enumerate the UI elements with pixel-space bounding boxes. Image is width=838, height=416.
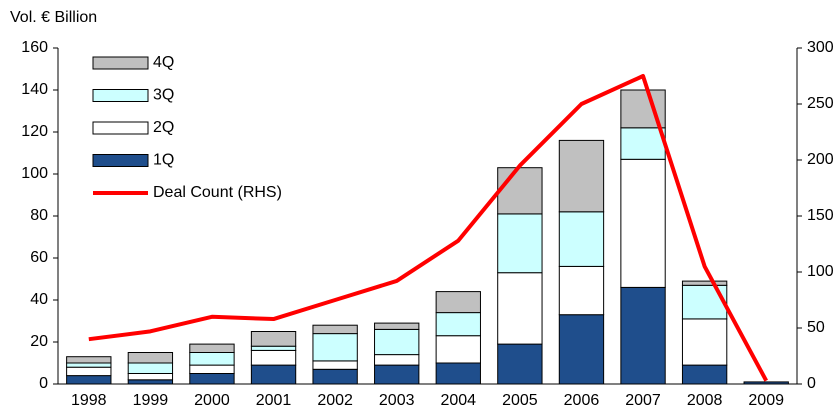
bar-segment (374, 328, 420, 356)
bar-segment (620, 127, 666, 160)
bar-segment (558, 314, 605, 385)
y-tick-label: 120 (21, 123, 48, 140)
x-tick-label: 1998 (71, 392, 107, 409)
y-tick-label: 60 (30, 249, 48, 266)
bar-segment (66, 375, 112, 385)
bar-segment (497, 343, 543, 385)
x-tick-label: 2003 (379, 392, 415, 409)
bar-segment (681, 280, 728, 286)
bar-segment (558, 211, 605, 267)
y-tick-label: 80 (30, 207, 48, 224)
y-tick-label: 0 (39, 375, 48, 392)
bar-segment (127, 373, 174, 381)
y-tick-label: 100 (21, 165, 48, 182)
x-tick-label: 2009 (748, 392, 784, 409)
bar-segment (374, 354, 420, 366)
bar-segment (250, 345, 297, 351)
bar-segment (312, 333, 358, 362)
x-tick-label: 2000 (194, 392, 230, 409)
x-tick-label: 2008 (687, 392, 723, 409)
bar-segment (189, 343, 235, 354)
bar-segment (189, 364, 235, 375)
x-tick-label: 2006 (564, 392, 600, 409)
legend-key (92, 89, 149, 102)
bar-segment (189, 352, 235, 366)
y2-tick-label: 0 (807, 375, 816, 392)
y2-tick-label: 300 (807, 39, 834, 56)
legend-label: 1Q (153, 152, 174, 169)
bar-segment (66, 366, 112, 377)
x-tick-label: 1999 (133, 392, 169, 409)
y-tick-label: 140 (21, 81, 48, 98)
y2-tick-label: 100 (807, 263, 834, 280)
legend-label: 4Q (153, 54, 174, 71)
bar-segment (435, 362, 481, 385)
x-tick-label: 2005 (502, 392, 538, 409)
legend-label: 2Q (153, 119, 174, 136)
x-tick-label: 2007 (625, 392, 661, 409)
bar-segment (127, 352, 174, 364)
y-tick-label: 20 (30, 333, 48, 350)
x-tick-label: 2002 (317, 392, 353, 409)
legend-label: Deal Count (RHS) (153, 184, 282, 201)
bar-segment (497, 167, 543, 215)
bar-segment (66, 362, 112, 368)
bar-segment (250, 331, 297, 347)
y-axis-label: Vol. € Billion (10, 9, 97, 26)
bar-segment (681, 364, 728, 385)
bar-segment (497, 272, 543, 345)
legend-key (92, 56, 149, 70)
bar-segment (312, 324, 358, 335)
bar-segment (620, 286, 666, 385)
bar-segment (312, 360, 358, 370)
bar-segment (374, 364, 420, 385)
line-series (88, 74, 768, 382)
bar-segment (66, 356, 112, 364)
bar-segment (435, 335, 481, 364)
bar-segment (189, 373, 235, 385)
y2-tick-label: 250 (807, 95, 834, 112)
bar-segment (250, 349, 297, 366)
bar-segment (681, 318, 728, 366)
bar-segment (312, 368, 358, 385)
y2-tick-label: 150 (807, 207, 834, 224)
bar-segment (435, 312, 481, 337)
bar-segment (558, 139, 605, 213)
y-tick-label: 160 (21, 39, 48, 56)
legend-key (92, 154, 149, 167)
legend-key (92, 121, 149, 135)
bar-segment (435, 291, 481, 314)
bar-segment (127, 379, 174, 385)
y-tick-label: 40 (30, 291, 48, 308)
bar-segment (374, 322, 420, 330)
x-tick-label: 2001 (256, 392, 292, 409)
legend-label: 3Q (153, 87, 174, 104)
bar-segment (250, 364, 297, 385)
bar-segment (127, 362, 174, 374)
y2-tick-label: 50 (807, 319, 825, 336)
bar-segment (497, 213, 543, 274)
y2-tick-label: 200 (807, 151, 834, 168)
x-tick-label: 2004 (440, 392, 476, 409)
bar-segment (558, 265, 605, 316)
bar-segment (620, 158, 666, 288)
bar-segment (681, 284, 728, 320)
